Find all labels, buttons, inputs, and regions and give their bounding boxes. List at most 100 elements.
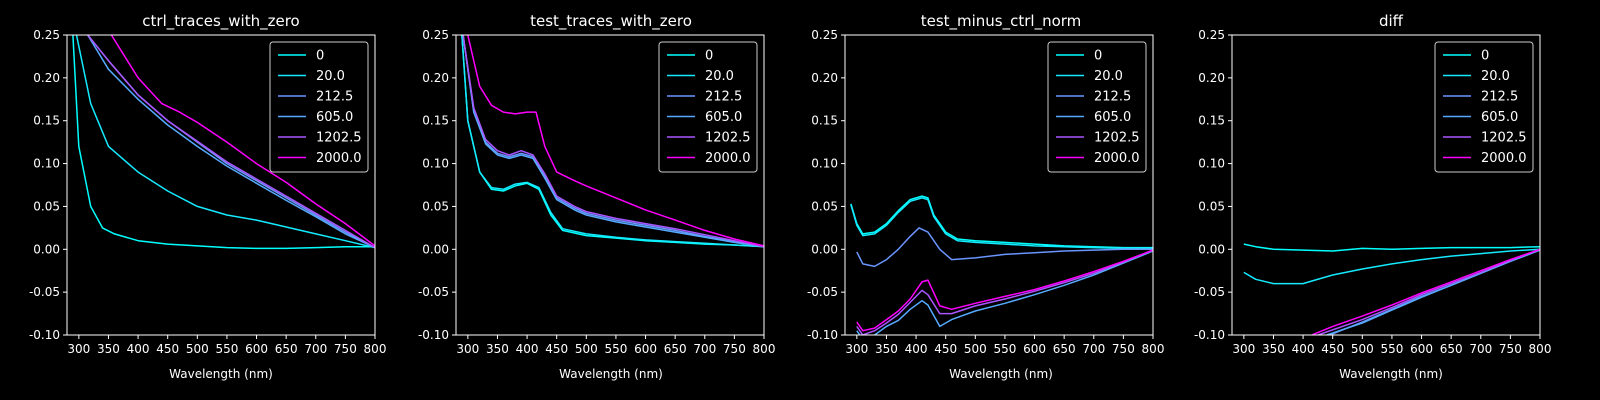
legend-label: 1202.5: [316, 131, 362, 146]
y-tick-label: 0.15: [422, 114, 449, 128]
y-tick-label: 0.05: [1198, 199, 1225, 213]
x-tick-label: 650: [275, 342, 298, 356]
x-tick-label: 550: [1380, 342, 1403, 356]
legend-label: 2000.0: [1094, 151, 1140, 166]
series-line: [856, 227, 1153, 268]
y-tick-label: 0.05: [33, 199, 60, 213]
y-tick-label: 0.15: [1198, 114, 1225, 128]
legend-box: [658, 41, 758, 173]
y-tick-label: -0.10: [29, 328, 60, 342]
axes-frame: [844, 34, 1154, 336]
x-tick-label: 550: [604, 342, 627, 356]
x-tick-label: 550: [993, 342, 1016, 356]
x-tick-label: 350: [97, 342, 120, 356]
legend-label: 20.0: [1094, 69, 1123, 84]
y-tick-label: 0.05: [811, 199, 838, 213]
axes-frame: [455, 34, 765, 336]
x-tick-label: 350: [486, 342, 509, 356]
legend: 0 20.0 212.5 605.0 1202.5 2000.0: [1434, 41, 1534, 173]
legend-label: 0: [1094, 49, 1102, 64]
x-tick-label: 450: [156, 342, 179, 356]
y-tick-label: 0.15: [33, 114, 60, 128]
y-tick-label: -0.10: [418, 328, 449, 342]
x-tick-label: 350: [875, 342, 898, 356]
legend-box: [1434, 41, 1534, 173]
x-tick-label: 650: [1440, 342, 1463, 356]
y-tick-label: -0.10: [1194, 328, 1225, 342]
x-tick-label: 300: [67, 342, 90, 356]
x-tick-label: 450: [545, 342, 568, 356]
x-tick-label: 650: [1053, 342, 1076, 356]
legend-label: 20.0: [316, 69, 345, 84]
x-tick-label: 700: [304, 342, 327, 356]
y-tick-label: 0.20: [33, 71, 60, 85]
legend-label: 212.5: [1094, 90, 1131, 105]
series-line: [75, 35, 375, 249]
x-tick-label: 300: [456, 342, 479, 356]
y-tick-label: -0.05: [807, 285, 838, 299]
series-line: [461, 35, 764, 248]
legend-label: 212.5: [316, 90, 353, 105]
y-tick-label: 0.25: [811, 28, 838, 42]
y-tick-label: 0.05: [422, 199, 449, 213]
series-line: [462, 35, 764, 248]
legend-box: [269, 41, 369, 173]
x-tick-label: 800: [1142, 342, 1165, 356]
y-tick-label: -0.10: [807, 328, 838, 342]
series-line: [856, 249, 1153, 332]
x-tick-label: 650: [664, 342, 687, 356]
legend-label: 20.0: [705, 69, 734, 84]
x-axis-label: Wavelength (nm): [949, 367, 1053, 381]
y-tick-label: 0.00: [1198, 242, 1225, 256]
legend-label: 605.0: [1481, 110, 1518, 125]
legend-label: 1202.5: [1481, 131, 1527, 146]
series-line: [1243, 243, 1540, 252]
x-axis-label: Wavelength (nm): [1339, 367, 1443, 381]
plot-area: 300 350 400 450 500 550 600 650 700 750 800 -0.10 -0…: [1194, 28, 1552, 356]
series-line: [1311, 248, 1540, 335]
legend-label: 605.0: [1094, 110, 1131, 125]
legend-label: 2000.0: [1481, 151, 1527, 166]
subplot-test-minus-ctrl-norm: test_minus_ctrl_norm Wavelength (nm): [921, 12, 1082, 381]
x-tick-label: 350: [1262, 342, 1285, 356]
x-tick-label: 750: [334, 342, 357, 356]
y-tick-label: 0.20: [422, 71, 449, 85]
y-tick-label: 0.20: [1198, 71, 1225, 85]
legend: 0 20.0 212.5 605.0 1202.5 2000.0: [658, 41, 758, 173]
legend-label: 2000.0: [316, 151, 362, 166]
y-tick-label: 0.25: [422, 28, 449, 42]
series-line: [72, 35, 375, 250]
y-tick-label: -0.05: [1194, 285, 1225, 299]
x-tick-label: 800: [1529, 342, 1552, 356]
x-tick-label: 600: [1410, 342, 1433, 356]
x-tick-label: 700: [693, 342, 716, 356]
legend: 0 20.0 212.5 605.0 1202.5 2000.0: [1047, 41, 1147, 173]
chart-title: test_traces_with_zero: [530, 12, 692, 31]
plot-area: 300 350 400 450 500 550 600 650 700 750 800 -0.10 -0…: [418, 28, 776, 356]
y-tick-label: 0.20: [811, 71, 838, 85]
legend-label: 1202.5: [705, 131, 751, 146]
legend-label: 2000.0: [705, 151, 751, 166]
legend-label: 20.0: [1481, 69, 1510, 84]
axes-frame: [1231, 34, 1541, 336]
y-tick-label: 0.10: [1198, 157, 1225, 171]
y-tick-label: 0.10: [422, 157, 449, 171]
y-tick-label: 0.00: [33, 242, 60, 256]
legend-label: 1202.5: [1094, 131, 1140, 146]
x-tick-label: 600: [634, 342, 657, 356]
x-tick-label: 750: [723, 342, 746, 356]
legend-label: 212.5: [705, 90, 742, 105]
series-line: [850, 197, 1153, 250]
series-line: [467, 35, 764, 247]
legend-label: 0: [316, 49, 324, 64]
chart-title: ctrl_traces_with_zero: [142, 12, 299, 31]
subplot-diff: diff Wavelength (nm): [1339, 12, 1443, 381]
series-line: [110, 35, 375, 247]
x-tick-label: 700: [1082, 342, 1105, 356]
subplot-test-traces-with-zero: test_traces_with_zero Wavelength (nm): [530, 12, 692, 381]
y-tick-label: 0.00: [422, 242, 449, 256]
legend-label: 605.0: [316, 110, 353, 125]
x-tick-label: 600: [245, 342, 268, 356]
x-tick-label: 800: [753, 342, 776, 356]
